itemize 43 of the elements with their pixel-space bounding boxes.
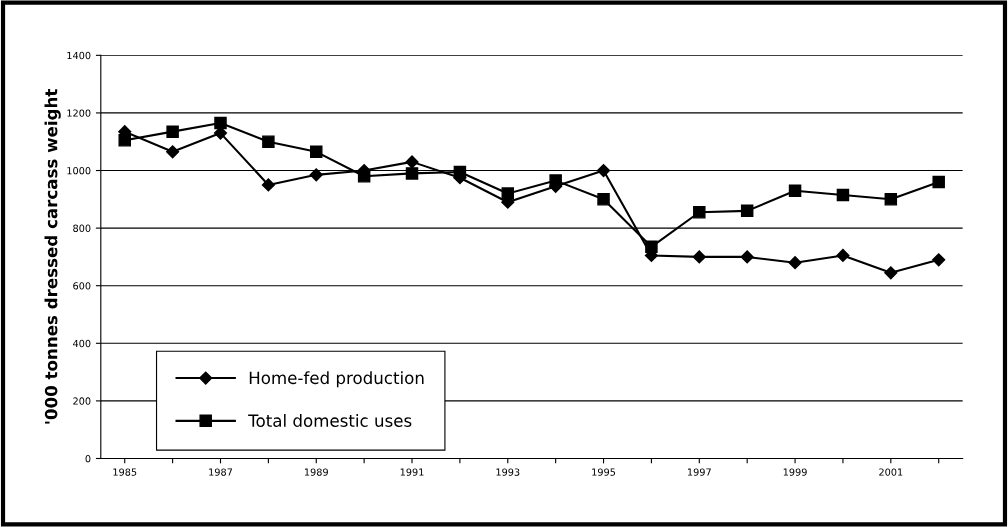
x-tick-label: 2001 <box>879 468 903 476</box>
legend-label: Total domestic uses <box>248 414 412 427</box>
point <box>884 266 898 280</box>
y-tick-label: 0 <box>85 454 91 463</box>
x-tick-label: 1997 <box>688 468 711 476</box>
point <box>788 256 802 270</box>
x-tick-label: 1995 <box>592 468 616 476</box>
point <box>740 250 754 264</box>
point <box>405 155 419 169</box>
point <box>884 193 898 206</box>
point <box>262 135 275 148</box>
point <box>405 167 419 180</box>
point <box>310 145 323 159</box>
point <box>932 175 945 189</box>
y-tick-label: 1000 <box>67 167 91 175</box>
x-tick-label: 1991 <box>400 468 424 476</box>
point <box>932 253 946 267</box>
y-tick-label: 400 <box>73 339 91 348</box>
point <box>693 206 706 219</box>
x-tick-label: 1989 <box>304 468 328 476</box>
y-tick-label: 800 <box>73 224 91 232</box>
y-tick-label: 1400 <box>67 51 91 60</box>
point <box>836 248 850 263</box>
x-tick-label: 1987 <box>209 468 233 476</box>
x-tick-label: 1999 <box>783 468 807 476</box>
point <box>166 145 180 159</box>
x-tick-label: 1985 <box>113 468 137 476</box>
x-tick-label: 1993 <box>496 468 520 476</box>
point <box>740 204 754 218</box>
point <box>309 168 323 182</box>
y-tick-label: 200 <box>73 397 91 405</box>
point <box>836 188 850 202</box>
point <box>596 163 611 178</box>
y-tick-label: 1200 <box>67 109 91 117</box>
y-tick-label: 600 <box>73 282 91 290</box>
y-axis-title: '000 tonnes dressed carcass weight <box>44 89 61 424</box>
point <box>597 193 610 206</box>
point <box>166 125 179 138</box>
point <box>261 178 275 192</box>
legend-label: Home-fed production <box>249 371 424 388</box>
point <box>692 250 706 264</box>
point <box>214 116 227 130</box>
point <box>788 184 802 197</box>
